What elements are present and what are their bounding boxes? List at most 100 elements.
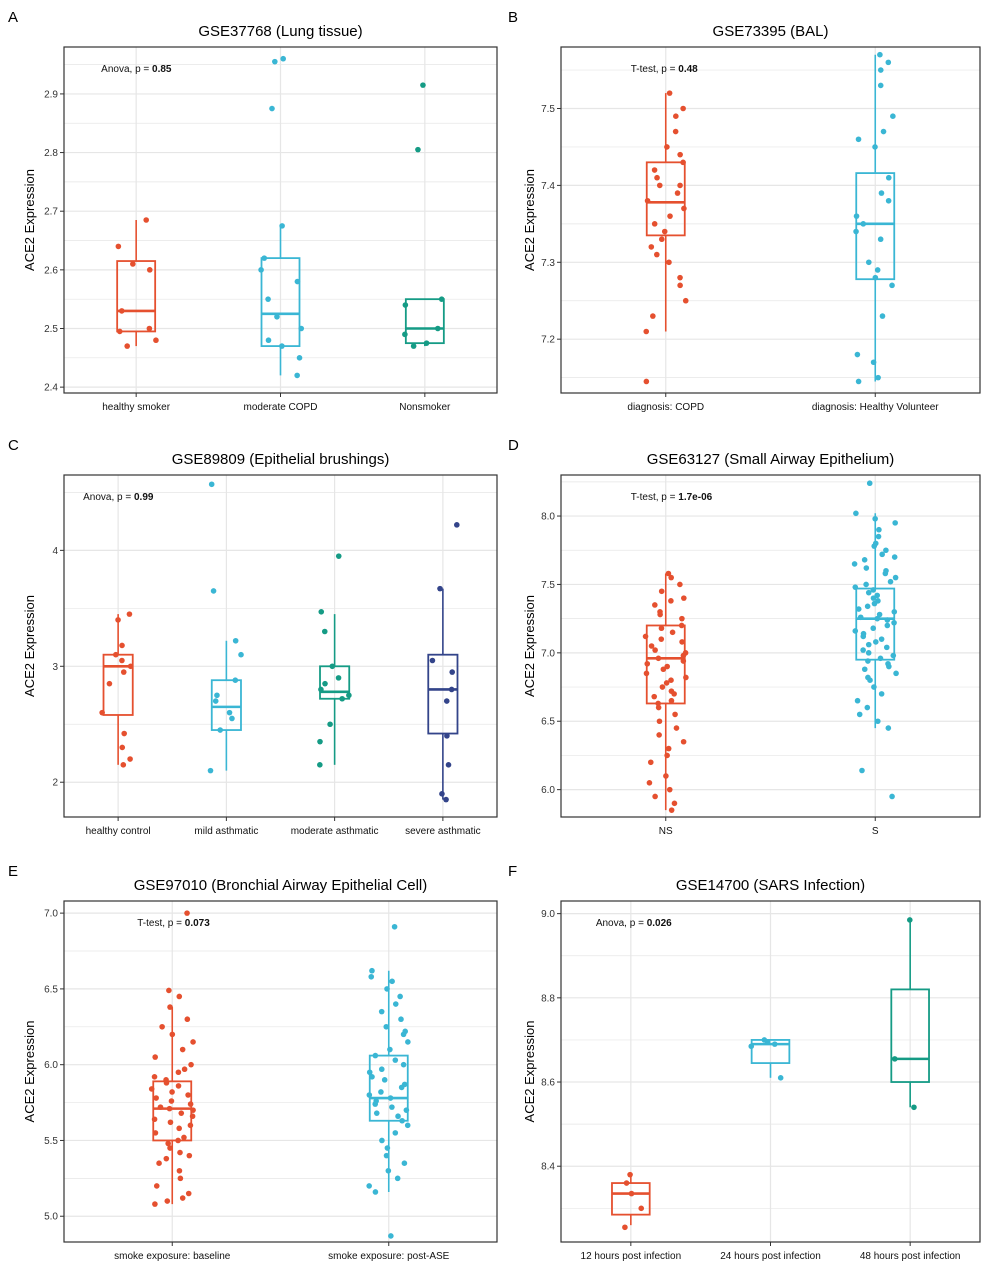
plot-frame bbox=[63, 46, 498, 394]
data-point bbox=[269, 105, 275, 112]
data-point bbox=[887, 578, 894, 585]
data-point bbox=[628, 1190, 635, 1197]
data-point bbox=[118, 308, 125, 314]
data-point bbox=[146, 267, 153, 273]
data-point bbox=[892, 520, 898, 526]
stat-p-value: 0.48 bbox=[678, 64, 698, 75]
data-point bbox=[652, 602, 658, 608]
data-point bbox=[127, 663, 134, 670]
stat-annotation: T-test, p = 0.073 bbox=[137, 918, 210, 929]
box-group-24-hours-post-infection bbox=[748, 1037, 791, 1081]
data-point bbox=[383, 1023, 390, 1030]
data-point bbox=[372, 1189, 379, 1195]
data-point bbox=[884, 617, 891, 623]
data-point bbox=[891, 619, 897, 626]
chart-title: GSE89809 (Epithelial brushings) bbox=[172, 451, 390, 468]
data-point bbox=[666, 259, 672, 266]
data-point bbox=[906, 917, 913, 923]
data-point bbox=[152, 1201, 158, 1207]
data-point bbox=[680, 738, 687, 745]
y-tick-label: 8.8 bbox=[541, 993, 555, 1004]
data-point bbox=[423, 340, 430, 346]
data-point bbox=[668, 807, 675, 813]
box-group-smoke-exposure-post-ase bbox=[366, 923, 411, 1239]
data-point bbox=[392, 1130, 399, 1136]
box bbox=[890, 988, 930, 1083]
data-point bbox=[115, 243, 122, 250]
data-point bbox=[891, 1056, 898, 1062]
x-tick-label: healthy control bbox=[86, 826, 151, 837]
data-point bbox=[622, 1224, 628, 1231]
data-point bbox=[679, 615, 685, 622]
data-point bbox=[878, 190, 885, 196]
x-tick-label: smoke exposure: post-ASE bbox=[328, 1251, 449, 1262]
data-point bbox=[652, 647, 658, 653]
stat-annotation: T-test, p = 0.48 bbox=[631, 64, 698, 75]
data-point bbox=[184, 1016, 191, 1023]
data-point bbox=[152, 1130, 159, 1136]
data-point bbox=[870, 595, 877, 601]
data-point bbox=[860, 633, 867, 640]
data-point bbox=[911, 1104, 917, 1111]
data-point bbox=[229, 715, 235, 722]
data-point bbox=[870, 359, 877, 366]
data-point bbox=[891, 609, 898, 615]
data-point bbox=[402, 302, 409, 308]
y-tick-label: 3 bbox=[52, 662, 58, 673]
data-point bbox=[448, 686, 455, 693]
data-point bbox=[119, 642, 125, 649]
data-point bbox=[321, 628, 328, 635]
data-point bbox=[214, 692, 220, 699]
data-point bbox=[151, 1074, 158, 1080]
data-point bbox=[852, 628, 859, 634]
data-point bbox=[865, 658, 871, 664]
data-point bbox=[176, 993, 183, 1000]
plot-frame bbox=[63, 474, 498, 818]
data-point bbox=[672, 128, 679, 135]
panel-d: D GSE63127 (Small Airway Epithelium) 6.0 6.… bbox=[508, 437, 981, 837]
data-point bbox=[115, 617, 121, 623]
data-point bbox=[152, 1054, 158, 1060]
data-point bbox=[378, 1089, 384, 1095]
data-point bbox=[143, 217, 150, 223]
box bbox=[368, 1054, 409, 1122]
data-point bbox=[853, 213, 860, 219]
data-point bbox=[420, 82, 426, 88]
data-point bbox=[178, 1110, 185, 1116]
data-point bbox=[391, 923, 398, 930]
box-group-ns bbox=[642, 570, 689, 813]
y-tick-label: 8.4 bbox=[541, 1162, 555, 1173]
data-point bbox=[651, 221, 658, 227]
data-point bbox=[855, 606, 862, 612]
data-point bbox=[885, 725, 892, 731]
data-point bbox=[882, 570, 889, 577]
data-point bbox=[680, 658, 687, 664]
data-point bbox=[317, 738, 323, 745]
data-point bbox=[877, 51, 883, 58]
data-point bbox=[877, 655, 884, 662]
y-tick-label: 9.0 bbox=[541, 909, 555, 920]
y-tick-label: 7.0 bbox=[44, 909, 58, 920]
data-point bbox=[369, 967, 375, 974]
box-group-moderate-asthmatic bbox=[317, 553, 352, 768]
data-point bbox=[682, 297, 689, 304]
data-point bbox=[652, 793, 658, 800]
data-point bbox=[166, 1105, 173, 1112]
data-point bbox=[232, 637, 239, 644]
panel-a: A GSE37768 (Lung tissue) 2.4 2.5 2.6 2.7 2.8 2.… bbox=[8, 9, 498, 413]
x-tick-label: 48 hours post infection bbox=[860, 1251, 961, 1262]
box-group-healthy-control bbox=[99, 611, 134, 768]
data-point bbox=[856, 711, 863, 718]
data-point bbox=[642, 633, 649, 640]
chart-title: GSE73395 (BAL) bbox=[713, 23, 829, 40]
data-point bbox=[435, 325, 441, 332]
data-point bbox=[366, 1069, 373, 1076]
data-point bbox=[169, 1089, 175, 1095]
data-point bbox=[853, 510, 859, 517]
grid bbox=[64, 475, 497, 817]
data-point bbox=[657, 611, 663, 618]
data-point bbox=[177, 1175, 184, 1182]
stat-test-label: T-test, p = bbox=[137, 918, 185, 929]
data-point bbox=[865, 589, 872, 596]
data-point bbox=[329, 663, 336, 670]
